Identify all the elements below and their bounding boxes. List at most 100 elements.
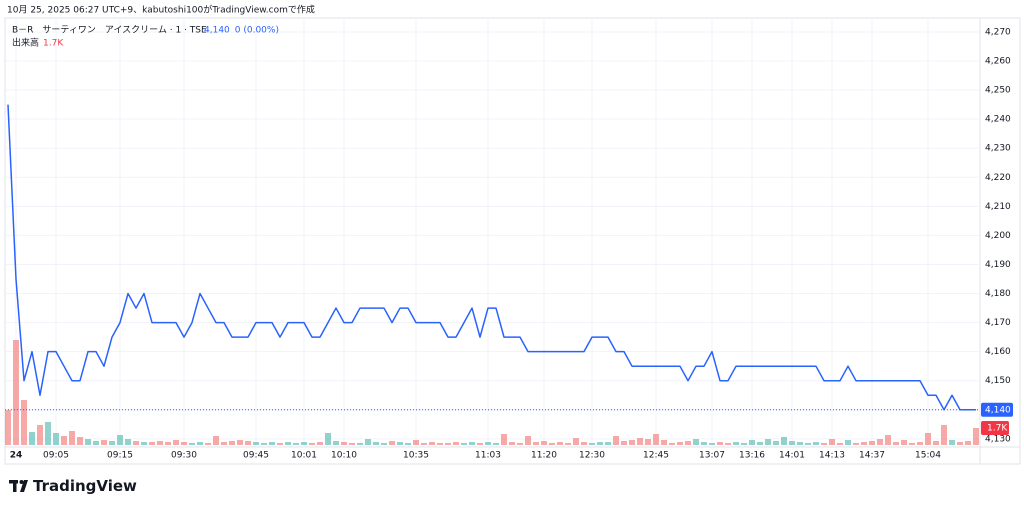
volume-bar xyxy=(717,442,723,445)
volume-bar xyxy=(661,440,667,445)
volume-bar xyxy=(853,443,859,445)
y-tick-label: 4,200 xyxy=(985,231,1011,241)
volume-bar xyxy=(429,442,435,445)
volume-bar xyxy=(813,442,819,445)
volume-bar xyxy=(781,437,787,445)
volume-bar xyxy=(741,443,747,445)
volume-bar xyxy=(77,437,83,445)
volume-bar xyxy=(469,442,475,445)
y-tick-label: 4,250 xyxy=(985,86,1011,96)
volume-bar xyxy=(669,443,675,445)
volume-bar xyxy=(253,442,259,445)
volume-bar xyxy=(637,438,643,445)
volume-bar xyxy=(461,443,467,445)
volume-bar xyxy=(453,442,459,445)
grid xyxy=(5,18,980,447)
volume-bar xyxy=(621,441,627,445)
volume-bar xyxy=(397,442,403,445)
volume-bar xyxy=(205,443,211,445)
volume-bar xyxy=(565,443,571,445)
volume-bar xyxy=(965,441,971,445)
volume-bar xyxy=(365,439,371,445)
volume-bar xyxy=(893,442,899,445)
volume-bar xyxy=(389,441,395,445)
volume-bar xyxy=(165,442,171,445)
volume-bar xyxy=(821,443,827,445)
volume-bar xyxy=(941,425,947,445)
volume-bar xyxy=(501,434,507,445)
volume-bar xyxy=(5,410,11,445)
volume-bar xyxy=(605,442,611,445)
volume-bar xyxy=(437,443,443,445)
volume-bar xyxy=(69,431,75,445)
volume-bar xyxy=(725,443,731,445)
volume-bar xyxy=(909,443,915,445)
y-tick-label: 4,130 xyxy=(985,434,1011,444)
volume-bar xyxy=(29,432,35,445)
plot xyxy=(5,104,980,411)
y-tick-label: 4,190 xyxy=(985,260,1011,270)
volume-bar xyxy=(373,442,379,445)
y-tick-label: 4,230 xyxy=(985,144,1011,154)
volume-bar xyxy=(757,442,763,445)
volume-bar xyxy=(845,440,851,445)
volume-bar xyxy=(85,439,91,445)
volume-bar xyxy=(333,441,339,445)
x-tick-label: 10:10 xyxy=(331,451,357,461)
volume-bar xyxy=(957,442,963,445)
volume-bar xyxy=(685,441,691,445)
y-tick-label: 4,260 xyxy=(985,57,1011,67)
legend-change: 0 (0.00%) xyxy=(235,26,279,36)
y-tick-label: 4,210 xyxy=(985,202,1011,212)
x-tick-label: 11:03 xyxy=(475,451,501,461)
volume-bar xyxy=(933,441,939,445)
volume-bar xyxy=(509,442,515,445)
volume-bar xyxy=(925,433,931,445)
volume-bar xyxy=(765,439,771,445)
volume-bar xyxy=(581,442,587,445)
volume-bar xyxy=(325,433,331,445)
x-tick-label: 09:15 xyxy=(107,451,133,461)
volume-bar xyxy=(493,443,499,445)
volume-bar xyxy=(861,442,867,445)
volume-bar xyxy=(445,443,451,445)
x-tick-label: 14:13 xyxy=(819,451,845,461)
volume-bar xyxy=(157,441,163,445)
price-badge-label: 4,140 xyxy=(985,405,1011,415)
logo: TradingView xyxy=(9,477,137,495)
volume-bar xyxy=(693,439,699,445)
volume-bar xyxy=(381,443,387,445)
volume-bar xyxy=(269,442,275,445)
volume-bar xyxy=(549,443,555,445)
logo-icon xyxy=(13,480,17,492)
volume-bar xyxy=(541,441,547,445)
volume-bar xyxy=(701,442,707,445)
volume-bar xyxy=(317,442,323,445)
symbol: B－R サーティワン アイスクリーム · 1 · TSE xyxy=(12,25,207,36)
volume-bar xyxy=(109,441,115,445)
volume-bar xyxy=(573,438,579,445)
volume-bar xyxy=(405,443,411,445)
price-badge xyxy=(981,402,1013,417)
x-tick-label: 12:30 xyxy=(579,451,605,461)
volume-bar xyxy=(797,442,803,445)
volume-bar xyxy=(973,428,979,445)
chart-frame xyxy=(4,17,1021,465)
volume-bar xyxy=(677,442,683,445)
volume-bar xyxy=(117,435,123,445)
volume-bar xyxy=(229,441,235,445)
legend-price: 4,140 xyxy=(204,26,230,36)
volume-bar xyxy=(949,440,955,445)
volume-bar xyxy=(653,434,659,445)
header: 10月 25, 2025 06:27 UTC+9、kabutoshi100がTr… xyxy=(7,4,315,16)
volume-bar xyxy=(45,422,51,445)
volume-bar xyxy=(901,440,907,445)
volume-bar xyxy=(477,443,483,445)
volume-bar xyxy=(645,439,651,445)
x-tick-label: 24 xyxy=(10,451,23,461)
volume-bar xyxy=(533,442,539,445)
y-tick-label: 4,220 xyxy=(985,173,1011,183)
volume-bar xyxy=(829,439,835,445)
x-tick-label: 14:37 xyxy=(859,451,885,461)
volume-name: 出来高 xyxy=(12,37,39,49)
